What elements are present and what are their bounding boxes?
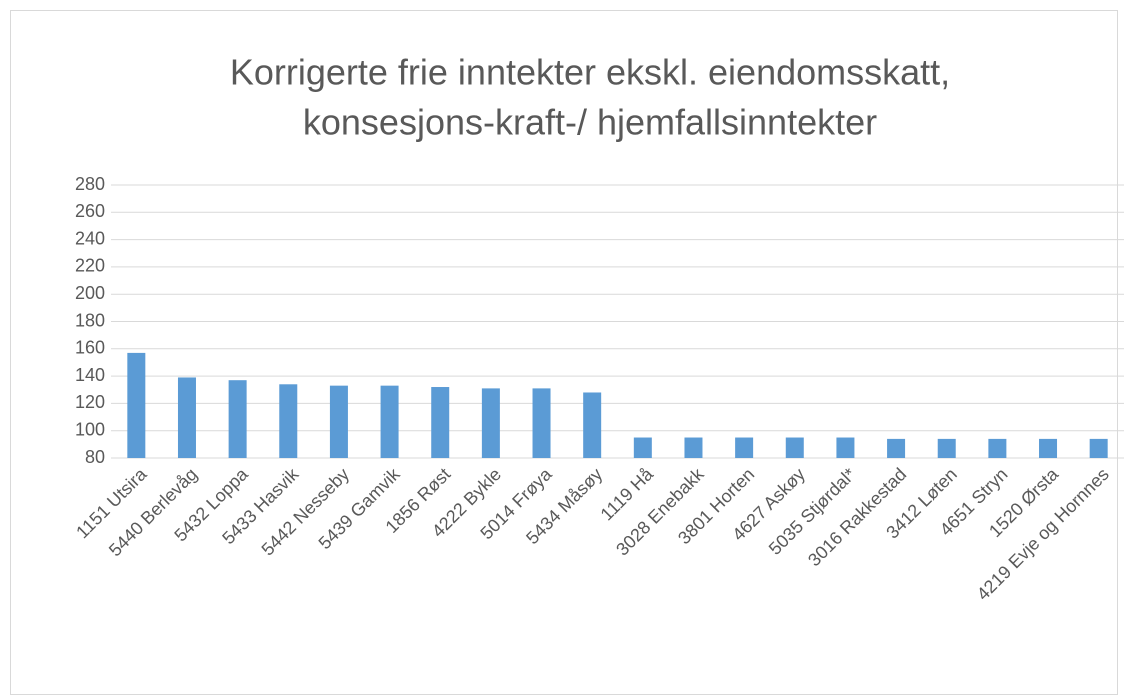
bar (583, 392, 602, 458)
bar (127, 352, 146, 458)
bar (279, 384, 298, 458)
bar (532, 388, 551, 458)
bar (177, 377, 196, 458)
y-tick-label: 280 (75, 174, 105, 194)
bar (1089, 438, 1108, 458)
y-tick-label: 220 (75, 256, 105, 276)
bar (836, 437, 855, 458)
chart-title: konsesjons-kraft-/ hjemfallsinntekter (303, 102, 877, 143)
y-tick-label: 80 (85, 447, 105, 467)
y-tick-label: 140 (75, 365, 105, 385)
y-tick-label: 100 (75, 419, 105, 439)
bar (684, 437, 703, 458)
bar (633, 437, 652, 458)
bar (988, 438, 1007, 458)
y-tick-label: 160 (75, 338, 105, 358)
bar (431, 387, 450, 458)
bar (937, 438, 956, 458)
y-tick-label: 240 (75, 228, 105, 248)
bar (329, 385, 348, 458)
bar (887, 438, 906, 458)
bar (785, 437, 804, 458)
chart-border (10, 10, 1118, 695)
bar (1039, 438, 1058, 458)
chart-title: Korrigerte frie inntekter ekskl. eiendom… (230, 52, 950, 93)
bar (735, 437, 754, 458)
y-tick-label: 200 (75, 283, 105, 303)
y-tick-label: 260 (75, 201, 105, 221)
y-tick-label: 180 (75, 310, 105, 330)
bar (481, 388, 500, 458)
bar (228, 380, 247, 458)
bar (380, 385, 399, 458)
y-tick-label: 120 (75, 392, 105, 412)
